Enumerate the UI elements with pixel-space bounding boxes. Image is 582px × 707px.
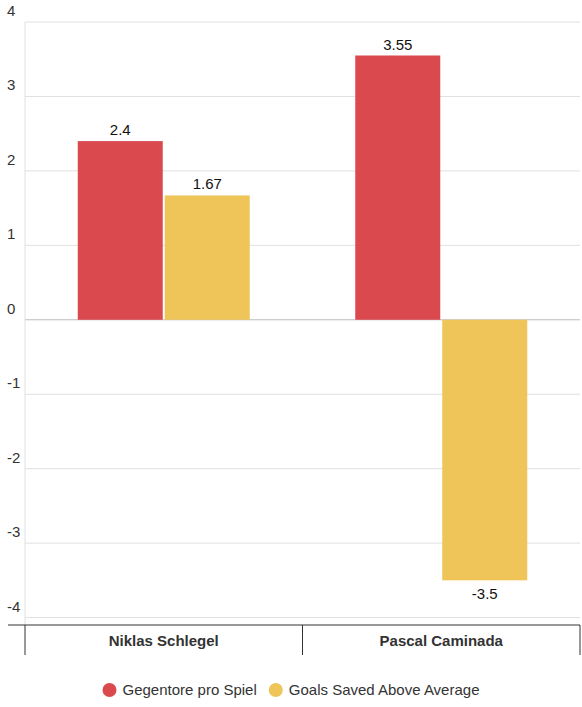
y-tick-label: -1	[7, 374, 20, 391]
y-tick-label: 2	[7, 151, 15, 168]
y-axis-line	[25, 22, 26, 625]
y-tick-label: 0	[7, 300, 15, 317]
x-tick-label: Pascal Caminada	[380, 632, 504, 649]
y-tick-label: 3	[7, 76, 15, 93]
data-label: 3.55	[383, 36, 412, 53]
x-tick-label: Niklas Schlegel	[109, 632, 219, 649]
legend: Gegentore pro Spiel Goals Saved Above Ave…	[103, 681, 480, 698]
grid-line	[25, 22, 580, 23]
category-divider	[580, 625, 581, 655]
legend-swatch	[103, 683, 117, 697]
category-divider	[25, 625, 26, 655]
legend-swatch	[269, 683, 283, 697]
legend-label: Goals Saved Above Average	[289, 681, 480, 698]
legend-item: Gegentore pro Spiel	[103, 681, 257, 698]
y-tick-label: -3	[7, 523, 20, 540]
bars	[78, 56, 528, 581]
data-labels: 2.4 3.55 1.67 -3.5	[110, 36, 498, 603]
bar	[355, 56, 440, 320]
data-label: 2.4	[110, 121, 131, 138]
y-tick-label: 1	[7, 225, 15, 242]
bar	[165, 195, 250, 319]
grid-line	[25, 617, 580, 618]
y-tick-label: -2	[7, 449, 20, 466]
data-label: -3.5	[472, 585, 498, 602]
chart-container: -4 -3 -2 -1 0 1 2 3 4 Niklas Schlegel Pascal Camin…	[0, 0, 582, 707]
y-tick-label: 4	[7, 2, 15, 19]
data-label: 1.67	[193, 175, 222, 192]
chart-svg: -4 -3 -2 -1 0 1 2 3 4 Niklas Schlegel Pascal Camin…	[0, 0, 582, 707]
y-tick-label: -4	[7, 598, 20, 615]
grid-line	[25, 96, 580, 97]
x-axis-line	[8, 625, 580, 626]
bar	[78, 141, 163, 320]
legend-item: Goals Saved Above Average	[269, 681, 480, 698]
legend-label: Gegentore pro Spiel	[123, 681, 257, 698]
bar	[442, 320, 527, 581]
category-divider	[302, 625, 303, 655]
